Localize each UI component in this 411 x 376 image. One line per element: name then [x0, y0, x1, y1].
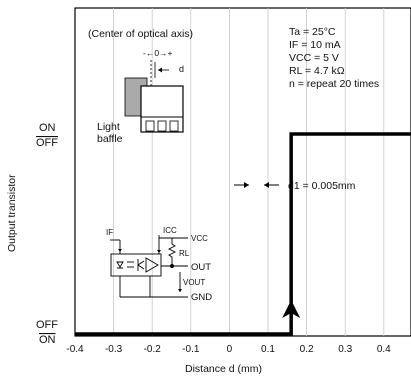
light-baffle-label-2: baffle	[97, 133, 123, 145]
inset-dim-top: -←0→+	[143, 48, 173, 58]
x-tick-label: -0.2	[144, 344, 162, 355]
resistor-icon	[167, 238, 177, 266]
x-tick-label: -0.4	[66, 344, 84, 355]
inset-title: (Center of optical axis)	[88, 28, 193, 40]
d1-label: d1 = 0.005mm	[288, 180, 356, 192]
series-group	[75, 132, 411, 336]
light-baffle-label-1: Light	[97, 121, 120, 133]
led-icon	[116, 261, 124, 269]
rl-label: RL	[179, 249, 190, 258]
x-tick-label: 0	[227, 344, 233, 355]
condition-vcc: VCC = 5 V	[289, 52, 339, 64]
x-axis-title: Distance d (mm)	[185, 363, 262, 375]
condition-n: n = repeat 20 times	[289, 78, 379, 90]
x-tick-label: -0.3	[105, 344, 123, 355]
vout-label: VOUT	[183, 278, 205, 287]
switch-arrow	[282, 300, 301, 318]
photointerrupter-package	[110, 253, 162, 277]
y-axis-title: Output transistor	[6, 174, 18, 252]
x-tick-label: 0.2	[300, 344, 314, 355]
x-tick-label: 0.4	[377, 344, 391, 355]
if-label: IF	[106, 228, 113, 237]
vcc-label: VCC	[191, 234, 208, 243]
phototransistor-icon	[137, 259, 145, 271]
amplifier-icon	[145, 257, 159, 273]
state-label-on-upper: ON	[39, 122, 56, 134]
condition-ta: Ta = 25°C	[289, 26, 336, 38]
optical-axis-inset: (Center of optical axis) -←0→+ d Light b…	[88, 28, 193, 145]
state-label-on-lower: ON	[39, 334, 56, 346]
x-tick-label: 0.3	[338, 344, 352, 355]
grid-lines	[113, 8, 385, 336]
state-label-off-upper: OFF	[36, 137, 58, 149]
x-tick-label: -0.1	[182, 344, 200, 355]
x-tick-label: 0.1	[261, 344, 275, 355]
state-label-off-lower: OFF	[36, 319, 58, 331]
plot-frame	[74, 7, 411, 337]
circuit-inset: IF ICC VCC RL OUT VOUT GND	[106, 226, 212, 303]
condition-if: IF = 10 mA	[289, 39, 341, 51]
series-line	[75, 132, 411, 336]
x-tick-labels: -0.4-0.3-0.2-0.100.10.20.30.40.50.6	[66, 344, 391, 355]
inset-d-label: d	[179, 64, 184, 74]
d1-annotation: d1 = 0.005mm	[234, 180, 356, 192]
conditions-block: Ta = 25°C IF = 10 mA VCC = 5 V RL = 4.7 …	[289, 26, 379, 90]
gnd-label: GND	[191, 292, 212, 303]
condition-rl: RL = 4.7 kΩ	[289, 65, 345, 77]
icc-label: ICC	[163, 226, 177, 235]
out-label: OUT	[191, 262, 211, 273]
